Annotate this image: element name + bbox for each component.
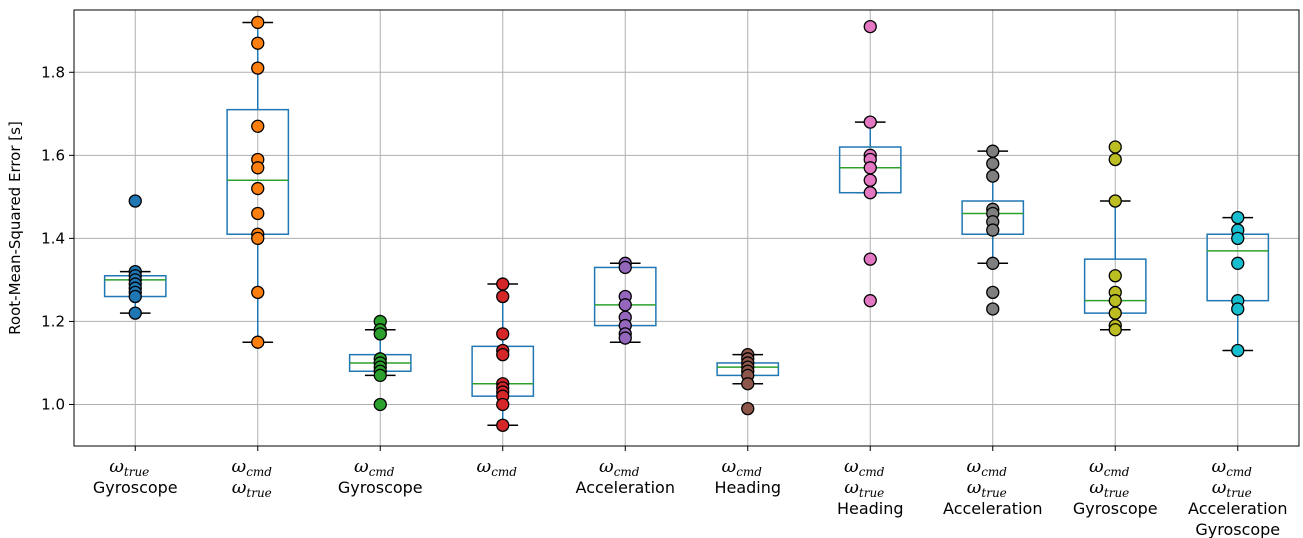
data-point xyxy=(741,401,755,416)
data-point xyxy=(128,306,142,320)
data-point xyxy=(128,289,142,304)
data-point xyxy=(496,347,510,362)
category-line: Gyroscope xyxy=(1195,520,1280,538)
data-point xyxy=(251,61,265,75)
data-point xyxy=(251,206,265,221)
data-point xyxy=(986,156,1000,171)
data-point xyxy=(1231,231,1245,246)
data-point xyxy=(986,144,1000,158)
category-line: Heading xyxy=(714,478,781,497)
x-axis-ticks: ωtrueGyroscopeωcmdωtrueωcmdGyroscopeωcmd… xyxy=(93,446,1287,538)
data-point xyxy=(496,289,510,304)
data-point xyxy=(863,115,877,129)
data-point xyxy=(251,181,265,196)
data-point xyxy=(1231,343,1245,358)
omega-symbol: ωcmd xyxy=(354,456,395,479)
x-tick-label-4: ωcmd xyxy=(477,456,518,479)
category-line: Gyroscope xyxy=(93,478,178,497)
data-point xyxy=(251,161,265,175)
plot-frame xyxy=(73,9,1300,447)
data-point xyxy=(863,294,877,308)
data-point xyxy=(1108,294,1122,308)
data-point xyxy=(496,277,510,291)
data-point xyxy=(373,327,387,341)
data-point xyxy=(618,298,632,312)
y-axis-ticks: 1.0 1.2 1.4 1.6 1.8 xyxy=(41,63,74,413)
y-tick-label: 1.4 xyxy=(41,229,65,247)
data-point xyxy=(618,260,632,275)
data-point xyxy=(251,285,265,300)
omega-symbol: ωcmd xyxy=(844,456,885,479)
data-point xyxy=(986,256,1000,270)
data-point xyxy=(863,161,877,175)
data-point xyxy=(251,119,265,133)
data-point xyxy=(496,397,510,412)
data-point xyxy=(1231,302,1245,316)
data-point xyxy=(1108,140,1122,154)
data-point xyxy=(986,302,1000,316)
data-point xyxy=(986,223,1000,237)
omega-symbol: ωtrue xyxy=(967,477,1007,500)
omega-symbol: ωcmd xyxy=(232,456,273,479)
omega-symbol: ωcmd xyxy=(967,456,1008,479)
data-point xyxy=(863,19,877,34)
data-point xyxy=(496,418,510,432)
data-point xyxy=(128,194,142,208)
y-tick-label: 1.6 xyxy=(41,146,65,164)
data-point xyxy=(1108,323,1122,337)
data-point xyxy=(741,377,755,391)
data-point xyxy=(1108,152,1122,167)
data-point xyxy=(1231,210,1245,225)
y-tick-label: 1.8 xyxy=(41,63,65,81)
y-tick-label: 1.2 xyxy=(41,312,65,330)
omega-symbol: ωtrue xyxy=(1089,477,1129,500)
omega-symbol: ωcmd xyxy=(477,456,518,479)
data-point xyxy=(1231,256,1245,270)
data-point xyxy=(618,331,632,345)
data-point xyxy=(1108,194,1122,208)
data-point xyxy=(251,36,265,50)
category-line: Acceleration xyxy=(576,478,675,497)
omega-symbol: ωcmd xyxy=(1212,456,1253,479)
data-point xyxy=(1108,306,1122,320)
omega-symbol: ωcmd xyxy=(1089,456,1130,479)
data-point xyxy=(251,231,265,246)
category-line: Gyroscope xyxy=(338,478,423,497)
data-point xyxy=(251,335,265,349)
data-point xyxy=(986,169,1000,183)
category-line: Acceleration xyxy=(1188,499,1287,518)
data-point xyxy=(863,252,877,266)
box-series xyxy=(103,21,1270,426)
y-tick-label: 1.0 xyxy=(41,395,65,413)
data-point xyxy=(251,15,265,30)
category-line: Gyroscope xyxy=(1073,499,1158,518)
omega-symbol: ωtrue xyxy=(844,477,884,500)
omega-symbol: ωcmd xyxy=(599,456,640,479)
category-line: Heading xyxy=(837,499,904,518)
data-point xyxy=(863,186,877,200)
data-point xyxy=(373,397,387,412)
data-point xyxy=(496,327,510,341)
data-point xyxy=(373,368,387,383)
data-point xyxy=(863,173,877,187)
omega-symbol: ωtrue xyxy=(232,477,272,500)
y-axis-label: Root-Mean-Squared Error [s] xyxy=(6,121,24,335)
omega-symbol: ωcmd xyxy=(722,456,763,479)
data-point xyxy=(986,285,1000,300)
omega-symbol: ωtrue xyxy=(1212,477,1252,500)
category-line: Acceleration xyxy=(943,499,1042,518)
data-point xyxy=(1108,269,1122,283)
data-points xyxy=(128,15,1245,432)
omega-symbol: ωtrue xyxy=(109,456,149,479)
